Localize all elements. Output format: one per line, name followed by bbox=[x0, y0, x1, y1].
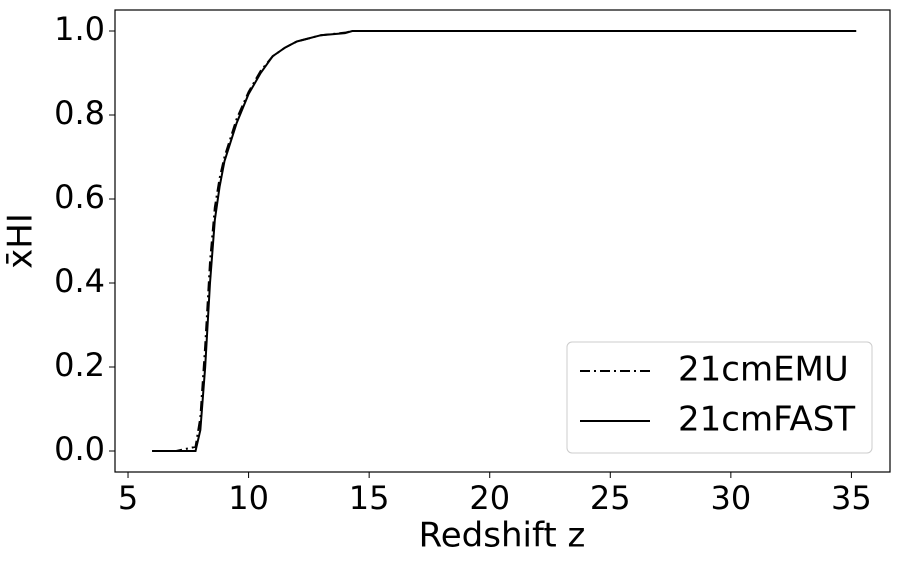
x-tick-label: 20 bbox=[469, 479, 510, 517]
plot-frame bbox=[114, 9, 891, 473]
legend-label: 21cmEMU bbox=[678, 350, 849, 390]
y-tick-label: 0.8 bbox=[54, 94, 105, 132]
x-tick-label: 10 bbox=[228, 479, 269, 517]
x-tick-label: 25 bbox=[590, 479, 631, 517]
legend-box bbox=[566, 341, 873, 454]
y-tick-label: 0.2 bbox=[54, 346, 105, 384]
data-line bbox=[152, 30, 857, 452]
legend-label: 21cmFAST bbox=[678, 400, 855, 440]
y-axis-label: x̄HI bbox=[1, 213, 41, 269]
x-axis-label: Redshift z bbox=[419, 516, 586, 556]
y-tick-label: 0.4 bbox=[54, 262, 105, 300]
x-tick-label: 15 bbox=[349, 479, 390, 517]
y-tick-label: 0.6 bbox=[54, 178, 105, 216]
y-tick-label: 0.0 bbox=[54, 430, 105, 468]
data-line bbox=[152, 30, 857, 452]
x-tick-label: 5 bbox=[118, 479, 138, 517]
x-tick-label: 30 bbox=[710, 479, 751, 517]
x-tick-label: 35 bbox=[831, 479, 872, 517]
y-tick-label: 1.0 bbox=[54, 10, 105, 48]
